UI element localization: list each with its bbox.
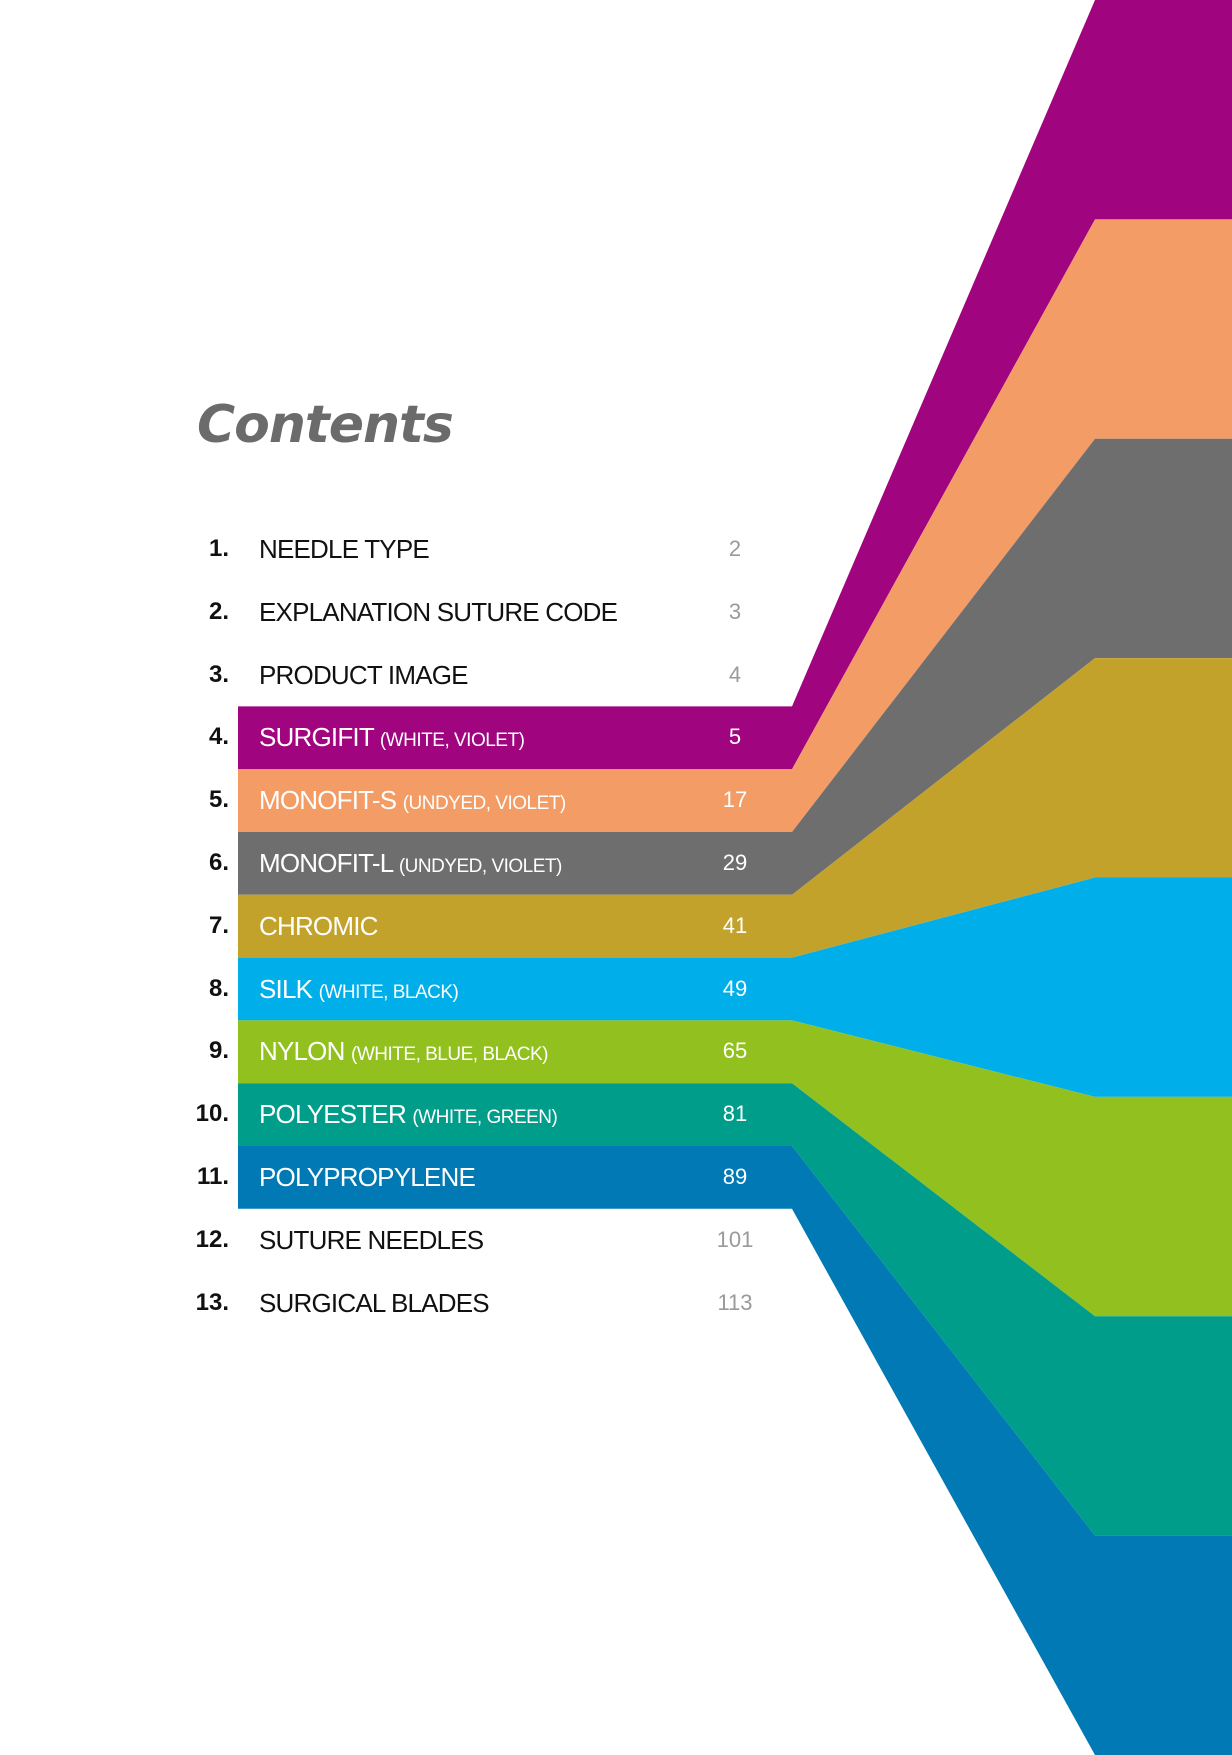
toc-item-page-number: 29	[722, 850, 748, 875]
toc-item-page-number: 5	[728, 724, 742, 750]
color-ribbon	[238, 877, 1232, 1097]
toc-item[interactable]: 2. EXPLANATION SUTURE CODE 3	[185, 581, 790, 643]
toc-item-title: POLYESTER	[259, 1099, 407, 1130]
toc-item-title-wrap: SURGIFIT (WHITE, VIOLET)	[259, 706, 525, 768]
toc-item-page-number: 101	[716, 1226, 754, 1252]
toc-item-page-number: 41	[722, 912, 748, 938]
toc-item-title-wrap: EXPLANATION SUTURE CODE	[259, 581, 618, 643]
toc-item-title-wrap: POLYESTER (WHITE, GREEN)	[259, 1083, 558, 1145]
toc-item[interactable]: 5. MONOFIT-S (UNDYED, VIOLET) 17	[185, 769, 790, 831]
toc-item[interactable]: 12. SUTURE NEEDLES 101	[185, 1209, 790, 1271]
toc-item-number: 11.	[196, 1163, 229, 1190]
toc-item-page-number: 65	[722, 1038, 748, 1064]
toc-item-title: MONOFIT-S	[259, 785, 397, 816]
toc-item[interactable]: 1. NEEDLE TYPE 2	[185, 518, 790, 580]
toc-item-page-number: 17	[722, 787, 748, 813]
toc-item[interactable]: 3. PRODUCT IMAGE 4	[185, 644, 790, 706]
toc-item-title: NYLON	[259, 1036, 345, 1067]
toc-item-title-wrap: SILK (WHITE, BLACK)	[259, 958, 459, 1020]
toc-item-subtitle: (WHITE, GREEN)	[412, 1107, 558, 1129]
page-title: Contents	[197, 395, 454, 455]
toc-item[interactable]: 11. POLYPROPYLENE 89	[185, 1146, 790, 1208]
toc-item-number: 10.	[195, 1100, 229, 1128]
toc-item-page-number: 81	[722, 1101, 748, 1127]
toc-item-number: 1.	[208, 535, 229, 562]
color-ribbon	[238, 438, 1232, 895]
toc-item-subtitle: (WHITE, VIOLET)	[379, 730, 525, 752]
toc-item-title-wrap: CHROMIC	[259, 895, 378, 957]
toc-item[interactable]: 8. SILK (WHITE, BLACK) 49	[185, 958, 790, 1020]
toc-item-number: 2.	[208, 597, 229, 625]
toc-item-title-wrap: MONOFIT-S (UNDYED, VIOLET)	[259, 769, 566, 831]
toc-item-page-number: 49	[722, 975, 748, 1001]
toc-item-subtitle: (WHITE, BLACK)	[318, 981, 459, 1003]
toc-item-title-wrap: SUTURE NEEDLES	[259, 1209, 484, 1271]
toc-item-number: 7.	[208, 911, 229, 939]
toc-item-title: SURGIFIT	[259, 722, 374, 753]
toc-item-page-number: 3	[728, 598, 742, 624]
toc-item-number: 12.	[195, 1225, 229, 1253]
toc-item-title: SUTURE NEEDLES	[259, 1224, 484, 1255]
toc-item-number: 4.	[208, 723, 229, 751]
toc-item[interactable]: 9. NYLON (WHITE, BLUE, BLACK) 65	[185, 1020, 790, 1082]
toc-item-title: NEEDLE TYPE	[259, 534, 430, 564]
toc-item-number: 3.	[208, 660, 229, 688]
toc-item[interactable]: 6. MONOFIT-L (UNDYED, VIOLET) 29	[185, 832, 790, 894]
toc-item-title: SURGICAL BLADES	[259, 1287, 490, 1318]
toc-item-title-wrap: PRODUCT IMAGE	[259, 644, 469, 706]
toc-item[interactable]: 4. SURGIFIT (WHITE, VIOLET) 5	[185, 706, 790, 768]
toc-item-page-number: 4	[728, 661, 742, 687]
toc-item[interactable]: 10. POLYESTER (WHITE, GREEN) 81	[185, 1083, 790, 1145]
toc-item[interactable]: 13. SURGICAL BLADES 113	[185, 1272, 790, 1334]
color-ribbon	[238, 1020, 1232, 1317]
toc-item-title: SILK	[259, 973, 313, 1004]
toc-item-subtitle: (UNDYED, VIOLET)	[402, 793, 567, 815]
toc-item-title-wrap: NYLON (WHITE, BLUE, BLACK)	[259, 1020, 548, 1082]
toc-item-number: 8.	[208, 974, 229, 1002]
toc-item-subtitle: (UNDYED, VIOLET)	[398, 856, 563, 877]
toc-item-page-number: 113	[717, 1289, 753, 1315]
toc-item[interactable]: 7. CHROMIC 41	[185, 895, 790, 957]
toc-item-title-wrap: NEEDLE TYPE	[259, 518, 430, 580]
color-ribbon	[238, 0, 1232, 770]
toc-item-number: 5.	[208, 786, 229, 814]
toc-item-subtitle: (WHITE, BLUE, BLACK)	[351, 1044, 548, 1066]
toc-item-title: EXPLANATION SUTURE CODE	[259, 596, 618, 627]
toc-item-title: POLYPROPYLENE	[259, 1162, 476, 1192]
toc-item-title: CHROMIC	[259, 910, 378, 941]
color-ribbon	[238, 1146, 1232, 1755]
color-ribbon	[238, 219, 1232, 832]
toc-item-page-number: 2	[728, 536, 742, 561]
toc-item-page-number: 89	[722, 1164, 748, 1189]
toc-item-number: 9.	[208, 1037, 229, 1065]
color-ribbon	[238, 1083, 1232, 1536]
toc-item-title: PRODUCT IMAGE	[259, 659, 469, 690]
toc-item-number: 6.	[208, 849, 229, 876]
toc-item-title-wrap: MONOFIT-L (UNDYED, VIOLET)	[259, 832, 562, 894]
toc-item-title: MONOFIT-L	[259, 848, 393, 878]
toc-item-number: 13.	[195, 1288, 229, 1316]
toc-item-title-wrap: SURGICAL BLADES	[259, 1272, 490, 1334]
color-ribbon	[238, 658, 1232, 958]
toc-item-title-wrap: POLYPROPYLENE	[259, 1146, 476, 1208]
